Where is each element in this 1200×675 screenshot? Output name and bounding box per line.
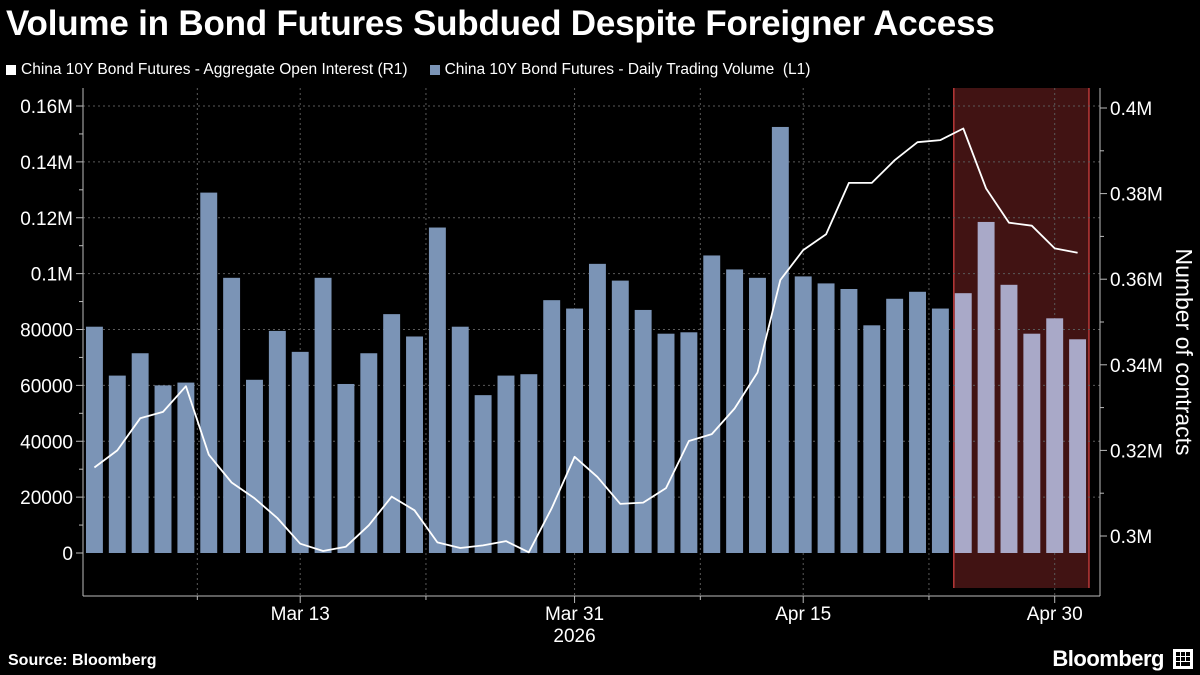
- volume-bar: [497, 375, 515, 553]
- x-axis-tick-label: Mar 13: [271, 604, 330, 625]
- left-axis-tick-label: 0.16M: [20, 97, 73, 118]
- legend-swatch-open-interest: [6, 65, 16, 75]
- left-axis-tick-label: 40000: [20, 432, 73, 453]
- volume-bar: [314, 277, 332, 553]
- right-axis-tick-label: 0.3M: [1110, 527, 1152, 548]
- left-axis-tick-label: 0.1M: [31, 265, 73, 286]
- volume-bar: [451, 326, 469, 553]
- volume-bar: [657, 333, 675, 553]
- volume-bar: [863, 325, 881, 553]
- legend-label-open-interest: China 10Y Bond Futures - Aggregate Open …: [21, 61, 408, 78]
- volume-bar: [703, 255, 721, 553]
- volume-bar: [1000, 284, 1018, 553]
- volume-bar: [337, 383, 355, 553]
- x-axis-tick-label: Mar 31: [545, 604, 604, 625]
- source-note: Source: Bloomberg: [8, 652, 157, 669]
- volume-bar: [406, 336, 423, 553]
- volume-bar: [154, 385, 172, 553]
- volume-bar: [931, 308, 949, 553]
- volume-bar: [611, 280, 629, 553]
- volume-bar: [909, 291, 926, 553]
- volume-bar: [566, 308, 584, 553]
- volume-bar: [223, 277, 241, 553]
- volume-bar: [817, 283, 835, 553]
- left-axis-tick-label: 0: [62, 544, 73, 565]
- volume-bar: [794, 276, 812, 553]
- legend-item-open-interest: China 10Y Bond Futures - Aggregate Open …: [6, 61, 408, 79]
- volume-bar: [771, 126, 789, 553]
- volume-bar: [886, 298, 904, 553]
- volume-bar: [1069, 339, 1087, 553]
- legend-label-trading-volume: China 10Y Bond Futures - Daily Trading V…: [444, 61, 811, 78]
- volume-bar: [543, 300, 561, 553]
- volume-bar: [474, 395, 492, 553]
- volume-bar: [360, 353, 378, 553]
- right-axis-tick-label: 0.36M: [1110, 270, 1163, 291]
- right-axis-tick-label: 0.34M: [1110, 356, 1163, 377]
- volume-bar: [726, 269, 744, 553]
- right-axis-title: Number of contracts: [1171, 248, 1197, 455]
- volume-bar: [588, 263, 606, 553]
- volume-bar: [749, 277, 766, 553]
- right-axis-tick-label: 0.4M: [1110, 99, 1152, 120]
- volume-bar: [428, 227, 446, 553]
- volume-bar: [85, 326, 103, 553]
- right-axis-tick-label: 0.38M: [1110, 185, 1163, 206]
- volume-bar: [1046, 318, 1064, 553]
- volume-bar: [268, 330, 286, 553]
- volume-bar: [383, 314, 401, 553]
- left-axis-tick-label: 60000: [20, 376, 73, 397]
- volume-bar: [520, 374, 538, 553]
- left-axis-tick-label: 0.14M: [20, 153, 73, 174]
- chart-title: Volume in Bond Futures Subdued Despite F…: [6, 4, 995, 43]
- volume-bar: [840, 288, 858, 553]
- x-axis-tick-label: Apr 30: [1027, 604, 1083, 625]
- highlight-region: [953, 88, 1089, 588]
- volume-bar: [131, 353, 149, 553]
- left-axis-tick-label: 80000: [20, 321, 73, 342]
- left-axis-tick-label: 0.12M: [20, 209, 73, 230]
- volume-bar: [108, 375, 126, 553]
- x-axis-tick-label: Apr 15: [775, 604, 831, 625]
- volume-bar: [291, 351, 309, 553]
- legend-swatch-trading-volume: [429, 65, 440, 75]
- brand-logo-text: Bloomberg: [1052, 646, 1164, 671]
- volume-bar: [246, 379, 263, 553]
- volume-bar: [200, 192, 218, 553]
- legend: China 10Y Bond Futures - Aggregate Open …: [6, 61, 832, 79]
- volume-bar: [977, 221, 995, 554]
- volume-bar: [1023, 333, 1041, 553]
- left-axis-tick-label: 20000: [20, 488, 73, 509]
- open-interest-line: [93, 127, 1078, 554]
- volume-bar: [177, 382, 195, 553]
- volume-bar: [954, 293, 972, 553]
- legend-item-trading-volume: China 10Y Bond Futures - Daily Trading V…: [429, 61, 811, 79]
- x-axis-year-label: 2026: [553, 626, 595, 647]
- right-axis-tick-label: 0.32M: [1110, 441, 1163, 462]
- volume-bar: [634, 309, 652, 553]
- bloomberg-terminal-icon: [1173, 649, 1193, 669]
